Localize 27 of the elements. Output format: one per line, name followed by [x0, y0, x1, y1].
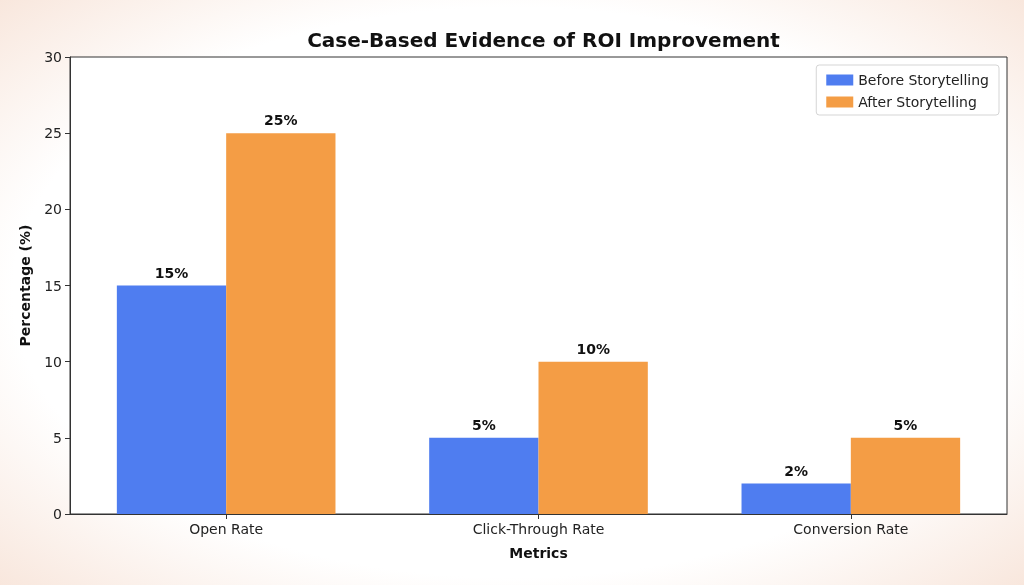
chart-title: Case-Based Evidence of ROI Improvement	[307, 28, 781, 52]
data-label: 10%	[576, 340, 610, 357]
y-tick-label: 15	[44, 277, 62, 294]
y-tick-label: 10	[44, 353, 62, 370]
bar	[429, 437, 539, 514]
bar	[116, 285, 227, 514]
legend-label: After Storytelling	[858, 94, 977, 110]
bar	[741, 483, 851, 514]
y-tick-label: 0	[53, 506, 62, 522]
bar	[850, 437, 961, 514]
data-label: 2%	[784, 462, 809, 479]
data-label: 5%	[893, 416, 918, 433]
x-tick-label: Click-Through Rate	[472, 521, 605, 537]
x-axis-title: Metrics	[509, 545, 568, 561]
y-axis-title: Percentage (%)	[17, 224, 33, 347]
legend-label: Before Storytelling	[858, 72, 990, 88]
data-label: 15%	[154, 264, 189, 281]
bar	[226, 133, 336, 514]
y-tick-label: 25	[44, 125, 62, 142]
x-tick-label: Open Rate	[189, 521, 264, 537]
data-label: 25%	[264, 112, 298, 129]
data-label: 5%	[471, 416, 496, 433]
x-tick-label: Conversion Rate	[793, 521, 909, 537]
y-tick-label: 20	[44, 201, 62, 218]
y-tick-label: 30	[44, 49, 62, 65]
y-tick-label: 5	[53, 429, 62, 446]
bar	[538, 361, 648, 514]
